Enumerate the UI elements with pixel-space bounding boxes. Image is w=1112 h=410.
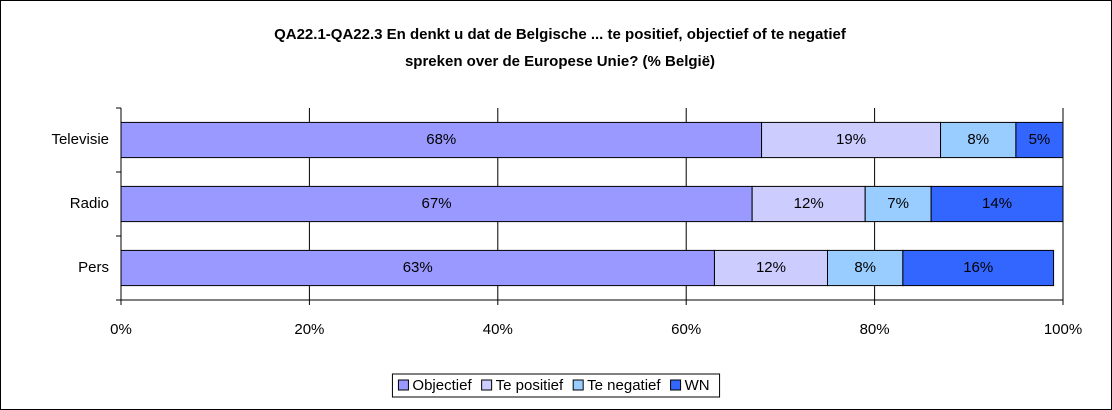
- bar-segment: [940, 121, 1017, 159]
- x-tick-label: 40%: [483, 321, 513, 338]
- bar-segment: [120, 121, 763, 159]
- x-tick-label: 20%: [294, 321, 324, 338]
- x-tick-label: 100%: [1044, 321, 1082, 338]
- legend-label: WN: [685, 377, 710, 394]
- data-label: 68%: [426, 131, 456, 148]
- bar-segment: [827, 249, 904, 287]
- bar-segment: [120, 249, 715, 287]
- data-label: 12%: [794, 195, 824, 212]
- bar-segment: [761, 121, 942, 159]
- bar-segment: [864, 185, 932, 223]
- bar-segment: [1015, 121, 1064, 159]
- y-tick-label: Radio: [70, 195, 109, 212]
- legend-label: Te positief: [496, 377, 564, 394]
- data-label: 14%: [982, 195, 1012, 212]
- data-label: 5%: [1029, 131, 1051, 148]
- data-label: 8%: [854, 259, 876, 276]
- data-label: 16%: [963, 259, 993, 276]
- data-label: 19%: [836, 131, 866, 148]
- x-tick-label: 80%: [860, 321, 890, 338]
- chart-title: QA22.1-QA22.3 En denkt u dat de Belgisch…: [274, 26, 847, 43]
- y-tick-label: Pers: [78, 259, 109, 276]
- y-tick-label: Televisie: [51, 131, 109, 148]
- bar-segment: [120, 185, 753, 223]
- x-tick-label: 0%: [110, 321, 132, 338]
- data-label: 12%: [756, 259, 786, 276]
- legend-swatch: [481, 379, 493, 391]
- data-label: 7%: [887, 195, 909, 212]
- legend-swatch: [670, 379, 682, 391]
- data-label: 67%: [422, 195, 452, 212]
- x-tick-label: 60%: [671, 321, 701, 338]
- data-label: 8%: [967, 131, 989, 148]
- legend-swatch: [397, 379, 409, 391]
- legend-label: Objectief: [412, 377, 472, 394]
- legend-label: Te negatief: [587, 377, 661, 394]
- data-label: 63%: [403, 259, 433, 276]
- bar-segment: [930, 185, 1064, 223]
- bar-segment: [902, 249, 1055, 287]
- chart-title: spreken over de Europese Unie? (% België…: [405, 53, 715, 70]
- legend-swatch: [572, 379, 584, 391]
- legend-box: [391, 373, 721, 398]
